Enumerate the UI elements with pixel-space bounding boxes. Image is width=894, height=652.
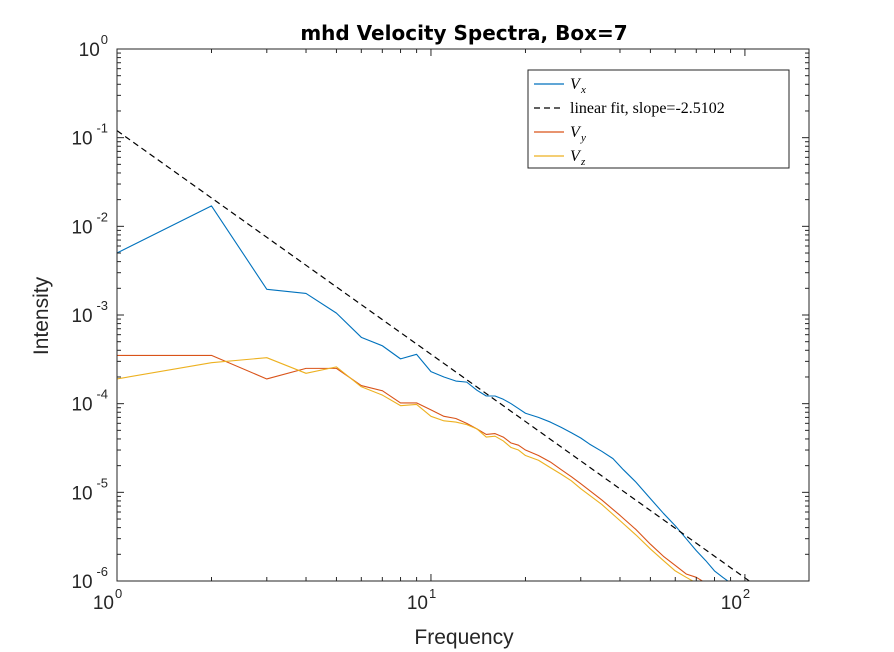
y-tick-label: 10 — [71, 306, 92, 327]
y-tick-exponent: -1 — [96, 121, 108, 136]
series-line-fit — [117, 130, 751, 581]
x-tick-label: 10 — [721, 593, 742, 614]
legend-box — [527, 69, 790, 169]
legend-label: V — [570, 124, 582, 141]
y-tick-label: 10 — [71, 217, 92, 238]
chart-title: mhd Velocity Spectra, Box=7 — [300, 21, 627, 45]
y-tick-exponent: -3 — [96, 298, 108, 313]
y-tick-label: 10 — [79, 40, 100, 61]
y-tick-exponent: -2 — [96, 209, 108, 224]
x-tick-exponent: 1 — [429, 586, 436, 601]
x-tick-label: 10 — [407, 593, 428, 614]
y-tick-exponent: -6 — [96, 564, 108, 579]
legend-label-subscript: z — [580, 156, 586, 168]
y-tick-label: 10 — [71, 129, 92, 150]
x-tick-label: 10 — [93, 593, 114, 614]
y-tick-label: 10 — [71, 572, 92, 593]
legend-label: V — [570, 148, 582, 165]
x-tick-exponent: 2 — [743, 586, 750, 601]
legend-label-subscript: x — [580, 84, 586, 96]
series-line-vz — [117, 357, 694, 581]
y-tick-exponent: -4 — [96, 387, 108, 402]
legend-label-subscript: y — [580, 132, 586, 144]
plot-area — [117, 130, 751, 581]
y-tick-label: 10 — [71, 483, 92, 504]
y-tick-label: 10 — [71, 395, 92, 416]
y-tick-exponent: -5 — [96, 475, 108, 490]
series-line-vx — [117, 205, 729, 581]
series-line-vy — [117, 354, 704, 581]
legend-label: V — [570, 76, 582, 93]
x-tick-exponent: 0 — [115, 586, 122, 601]
legend-label: linear fit, slope=-2.5102 — [570, 100, 725, 117]
y-tick-exponent: 0 — [101, 32, 108, 47]
y-axis-label: Intensity — [30, 276, 53, 355]
x-axis-label: Frequency — [414, 626, 514, 649]
